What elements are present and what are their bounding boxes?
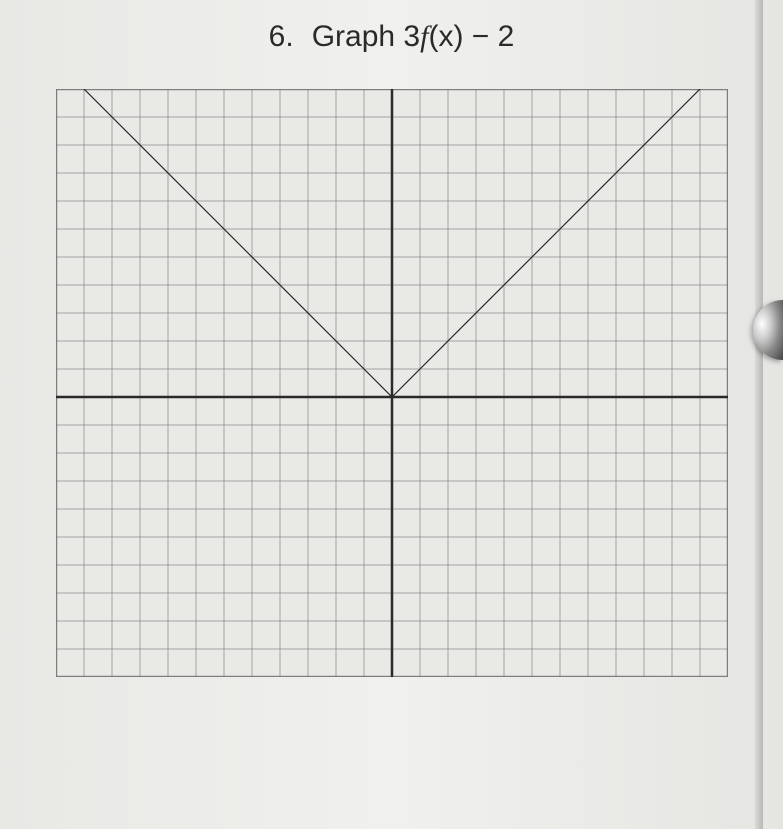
graph-label: Graph — [312, 20, 395, 53]
coef: 3 — [403, 20, 420, 53]
problem-expression: Graph 3f(x) − 2 — [312, 20, 515, 54]
coordinate-grid-chart — [56, 89, 728, 677]
page-edge-shadow — [755, 0, 763, 829]
expr-tail: − 2 — [472, 20, 515, 53]
fn-arg: (x) — [428, 20, 463, 53]
problem-number: 6. — [269, 20, 294, 54]
problem-title: 6. Graph 3f(x) − 2 — [0, 20, 783, 54]
